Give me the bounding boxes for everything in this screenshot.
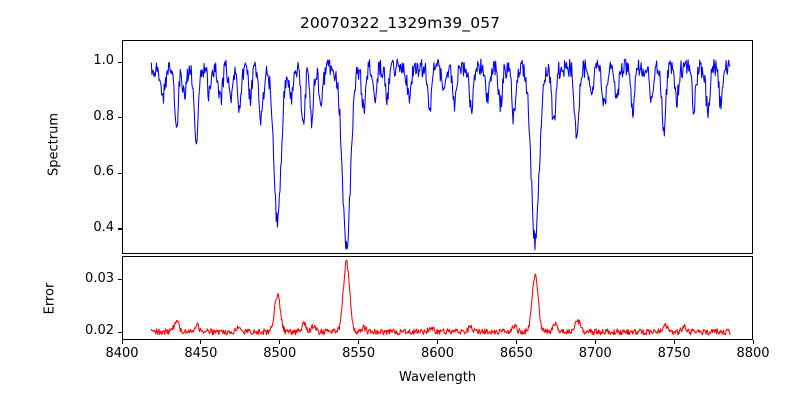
x-tick-mark bbox=[279, 340, 281, 344]
x-tick-mark bbox=[594, 340, 596, 344]
y-tick-label-spectrum: 0.8 bbox=[93, 108, 114, 124]
x-axis-label: Wavelength bbox=[398, 370, 477, 385]
y-tick-label-spectrum: 1.0 bbox=[93, 53, 114, 69]
y-axis-label-spectrum: Spectrum bbox=[46, 113, 62, 176]
y-tick-label-spectrum: 0.6 bbox=[93, 164, 114, 180]
error-plot-area bbox=[150, 259, 731, 336]
error-panel bbox=[122, 256, 753, 340]
x-tick-label: 8400 bbox=[105, 346, 139, 361]
x-tick-mark bbox=[200, 340, 202, 344]
spectrum-plot-area bbox=[150, 58, 731, 251]
x-tick-label: 8450 bbox=[184, 346, 218, 361]
y-tick-label-spectrum: 0.4 bbox=[93, 219, 114, 235]
x-tick-label: 8800 bbox=[736, 346, 770, 361]
y-tick-mark-error bbox=[118, 279, 122, 281]
y-tick-label-error: 0.03 bbox=[85, 270, 114, 286]
y-tick-label-error: 0.02 bbox=[85, 323, 114, 339]
y-axis-label-error: Error bbox=[42, 282, 58, 315]
spectrum-line bbox=[150, 58, 731, 251]
error-line bbox=[150, 259, 731, 336]
x-tick-label: 8500 bbox=[263, 346, 297, 361]
x-tick-mark bbox=[515, 340, 517, 344]
x-tick-mark bbox=[437, 340, 439, 344]
x-tick-label: 8750 bbox=[657, 346, 691, 361]
x-tick-mark bbox=[358, 340, 360, 344]
x-tick-mark bbox=[673, 340, 675, 344]
x-tick-label: 8550 bbox=[342, 346, 376, 361]
figure-title: 20070322_1329m39_057 bbox=[299, 14, 501, 32]
x-tick-label: 8600 bbox=[420, 346, 455, 361]
spectrum-panel bbox=[122, 40, 753, 254]
y-tick-mark-spectrum bbox=[118, 117, 122, 119]
y-tick-mark-spectrum bbox=[118, 61, 122, 63]
x-tick-label: 8650 bbox=[499, 346, 533, 361]
y-tick-mark-error bbox=[118, 331, 122, 333]
y-tick-mark-spectrum bbox=[118, 228, 122, 230]
x-tick-label: 8700 bbox=[578, 346, 612, 361]
x-tick-mark bbox=[752, 340, 754, 344]
x-tick-mark bbox=[121, 340, 123, 344]
y-tick-mark-spectrum bbox=[118, 172, 122, 174]
